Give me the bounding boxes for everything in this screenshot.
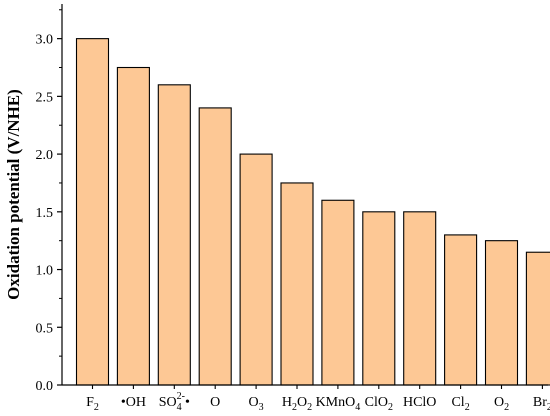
x-tick-label: ClO2 — [365, 395, 393, 413]
y-axis-label: Oxidation potential (V/NHE) — [4, 89, 23, 300]
bar-clo2 — [362, 211, 396, 386]
bar--oh — [116, 66, 150, 386]
bar-kmno4 — [321, 199, 355, 386]
bar-h2o2 — [280, 182, 314, 386]
y-tick-label: 0.0 — [36, 379, 54, 394]
bar-o3 — [239, 153, 273, 386]
x-tick-label: SO42-• — [159, 391, 190, 413]
x-tick-label: H2O2 — [282, 395, 312, 413]
y-tick-label: 0.5 — [36, 321, 54, 336]
y-tick-label: 2.5 — [36, 90, 54, 105]
x-tick-label: KMnO4 — [316, 395, 361, 413]
x-tick-label: O3 — [249, 395, 264, 413]
bar-cl2 — [444, 234, 478, 386]
y-tick-label: 1.5 — [36, 206, 54, 221]
x-tick-label: Cl2 — [451, 395, 469, 413]
bar-hclo — [403, 211, 437, 386]
bar-br2 — [525, 251, 550, 386]
y-tick-label: 3.0 — [36, 33, 54, 48]
x-ticks-group: F2 •OH SO42-• O O3 H2O2 KMnO4 ClO2 HClO Cl2 O2 Br2 — [86, 385, 550, 413]
y-tick-label: 2.0 — [36, 148, 54, 163]
bar-o — [198, 107, 232, 386]
x-tick-label: •OH — [121, 395, 146, 410]
x-tick-label: Br2 — [533, 395, 550, 413]
y-tick-label: 1.0 — [36, 264, 54, 279]
bars-group — [75, 38, 550, 386]
x-tick-label: F2 — [86, 395, 99, 413]
bar-o2 — [484, 240, 519, 386]
x-tick-label: O — [210, 395, 220, 410]
x-tick-label: O2 — [494, 395, 509, 413]
bar-f2 — [75, 38, 110, 386]
bar-so4-2- — [157, 84, 191, 386]
x-tick-label: HClO — [403, 395, 436, 410]
y-ticks-group: 0.0 0.5 1.0 1.5 2.0 2.5 3.0 — [36, 9, 62, 394]
